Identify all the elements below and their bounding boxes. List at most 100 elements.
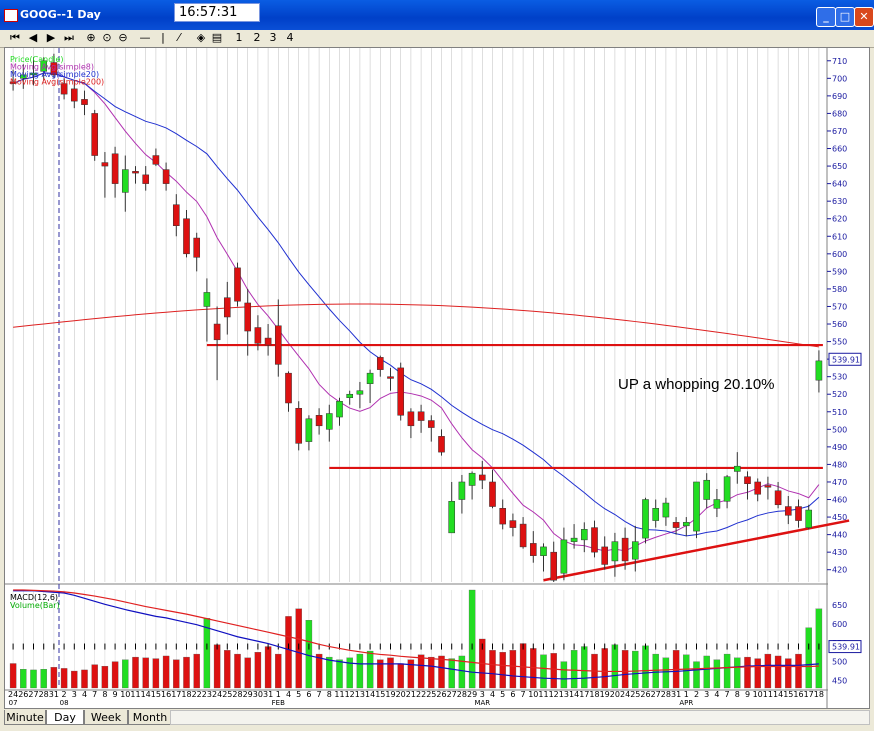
- candle-body: [611, 541, 619, 562]
- candle-body: [723, 476, 731, 502]
- horizontal-scrollbar[interactable]: [170, 710, 870, 725]
- candle-body: [121, 169, 129, 193]
- date-label: 25: [630, 690, 640, 699]
- price-tick-label: 680: [832, 109, 847, 118]
- ma20-line: [12, 72, 820, 537]
- candle-body: [101, 162, 109, 167]
- date-label: 13: [355, 690, 365, 699]
- price-tick-label: 650: [832, 162, 847, 171]
- date-label: 22: [192, 690, 202, 699]
- candle-body: [560, 539, 568, 574]
- date-label: 28: [457, 690, 467, 699]
- trendline-tool-icon[interactable]: ⁄: [178, 31, 180, 44]
- date-label: 7: [92, 690, 97, 699]
- zoom-in-icon[interactable]: ⊕: [86, 31, 96, 44]
- volume-bar: [326, 656, 333, 689]
- date-label: 8: [327, 690, 332, 699]
- price-tick-label: 500: [832, 425, 847, 434]
- price-tick-label: 630: [832, 197, 847, 206]
- date-label: 5: [296, 690, 301, 699]
- date-label: 2: [62, 690, 67, 699]
- candle-body: [458, 481, 466, 500]
- period-1-button[interactable]: 1: [235, 31, 243, 44]
- volume-bar: [805, 627, 812, 689]
- volume-bar: [428, 656, 435, 689]
- volume-bar: [81, 669, 88, 689]
- date-label: 23: [202, 690, 212, 699]
- candle-body: [570, 537, 578, 542]
- tab-day[interactable]: Day: [46, 710, 84, 725]
- candle-body: [346, 393, 354, 398]
- macd-last-box: [828, 640, 862, 654]
- zoom-out-icon[interactable]: ⊖: [118, 31, 128, 44]
- first-icon[interactable]: ⏮: [10, 31, 20, 44]
- candle-body: [540, 546, 547, 556]
- volume-bar: [662, 657, 670, 689]
- volume-bar: [540, 654, 547, 689]
- volume-bar: [356, 653, 364, 689]
- volume-bar: [152, 658, 160, 689]
- support-trendline: [543, 519, 850, 582]
- volume-bar: [601, 648, 608, 689]
- volume-bar: [336, 659, 343, 689]
- volume-bar: [764, 653, 772, 689]
- volume-bar: [366, 650, 374, 689]
- candle-body: [50, 62, 58, 76]
- candle-body: [81, 99, 88, 105]
- candle-body: [703, 479, 711, 500]
- candle-body: [417, 411, 425, 421]
- price-tick-label: 620: [832, 215, 847, 224]
- volume-bar: [642, 645, 649, 689]
- macd-line: [13, 590, 819, 680]
- price-tick-label: 460: [832, 496, 847, 505]
- period-4-button[interactable]: 4: [286, 31, 294, 44]
- hline-tool-icon[interactable]: —: [139, 31, 151, 44]
- price-tick-label: 580: [832, 285, 847, 294]
- candle-body: [356, 390, 364, 395]
- volume-bar: [254, 652, 262, 689]
- candle-body: [325, 413, 333, 430]
- candle-body: [489, 481, 496, 507]
- candle-body: [754, 481, 762, 495]
- candle-body: [805, 509, 813, 528]
- chart-annotation: UP a whopping 20.10%: [618, 376, 775, 393]
- print-icon[interactable]: ▤: [211, 31, 223, 44]
- volume-bar: [315, 653, 323, 689]
- date-label: 14: [569, 690, 579, 699]
- zoom-reset-icon[interactable]: ⊙: [102, 31, 112, 44]
- volume-bar: [499, 652, 506, 689]
- volume-bar: [50, 667, 58, 689]
- price-tick-label: 610: [832, 232, 847, 241]
- volume-bar: [193, 653, 200, 689]
- period-3-button[interactable]: 3: [269, 31, 277, 44]
- volume-bar: [550, 653, 557, 689]
- period-2-button[interactable]: 2: [253, 31, 261, 44]
- month-label: MAR: [474, 699, 490, 707]
- tab-month[interactable]: Month: [128, 710, 172, 725]
- prev-icon[interactable]: ◀: [28, 31, 38, 44]
- tab-week[interactable]: Week: [84, 710, 128, 725]
- window-title: GOOG--1 Day: [20, 8, 101, 21]
- tab-minute[interactable]: Minute: [4, 710, 46, 725]
- candle-body: [448, 501, 456, 534]
- date-label: 5: [500, 690, 505, 699]
- volume-bar: [519, 643, 527, 689]
- candle-body: [795, 506, 802, 521]
- candle-body: [295, 408, 303, 444]
- vline-tool-icon[interactable]: |: [161, 31, 165, 44]
- macd-tick-label: 600: [832, 620, 847, 629]
- candle-body: [244, 302, 252, 332]
- ma200-line: [13, 303, 819, 348]
- price-tick-label: 560: [832, 320, 847, 329]
- date-label: 17: [804, 690, 814, 699]
- layers-icon[interactable]: ◈: [196, 31, 206, 44]
- volume-bar: [509, 650, 517, 689]
- date-label: 16: [161, 690, 171, 699]
- price-tick-label: 590: [832, 267, 847, 276]
- volume-bar: [9, 663, 17, 689]
- date-label: 12: [345, 690, 355, 699]
- volume-bar: [581, 646, 588, 689]
- last-icon[interactable]: ⏭: [64, 31, 74, 44]
- next-icon[interactable]: ▶: [46, 31, 56, 44]
